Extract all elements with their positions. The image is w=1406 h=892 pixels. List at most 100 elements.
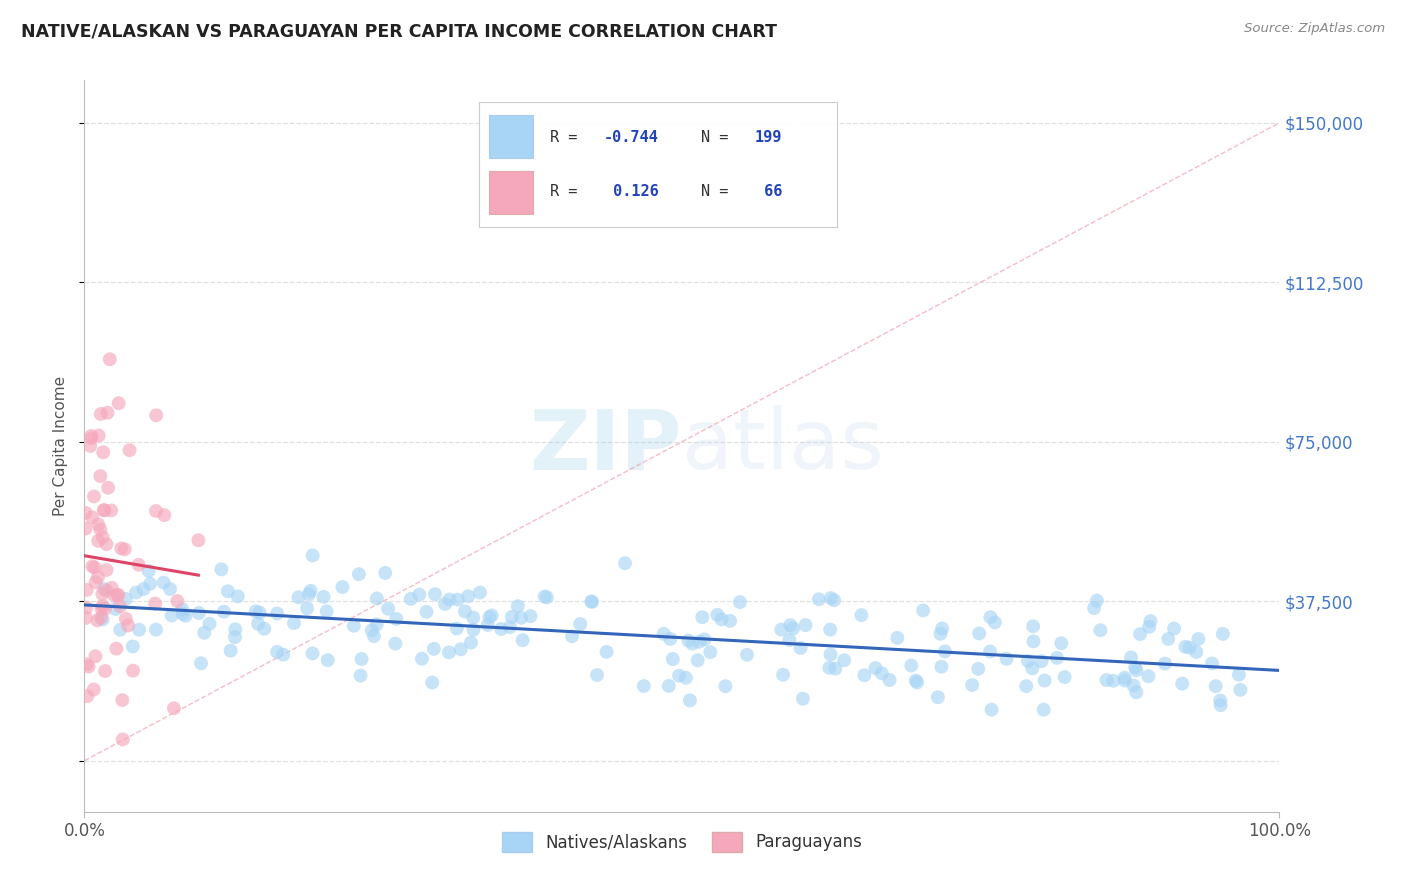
Point bbox=[174, 608, 197, 623]
Point bbox=[82, 510, 104, 524]
Text: Source: ZipAtlas.com: Source: ZipAtlas.com bbox=[1244, 22, 1385, 36]
Point bbox=[675, 671, 697, 685]
Point bbox=[172, 602, 194, 616]
Point bbox=[245, 604, 267, 618]
Point bbox=[266, 645, 288, 659]
Point bbox=[219, 643, 242, 657]
Point bbox=[824, 662, 846, 676]
Point bbox=[96, 563, 118, 577]
Point bbox=[595, 645, 617, 659]
Point bbox=[89, 523, 111, 537]
Point bbox=[96, 406, 118, 420]
Point bbox=[209, 562, 232, 576]
Point bbox=[1085, 593, 1108, 607]
Point bbox=[499, 620, 522, 634]
Point bbox=[679, 693, 702, 707]
Point bbox=[350, 652, 373, 666]
Point bbox=[934, 644, 956, 658]
Point bbox=[301, 647, 323, 661]
Point bbox=[91, 587, 114, 601]
Point bbox=[118, 443, 141, 458]
Point bbox=[905, 675, 928, 690]
Point bbox=[198, 616, 221, 631]
Point bbox=[561, 629, 583, 643]
Point bbox=[363, 629, 385, 643]
Point bbox=[76, 582, 98, 597]
Point bbox=[377, 601, 399, 615]
Point bbox=[187, 533, 209, 548]
Point bbox=[226, 590, 249, 604]
Point bbox=[658, 679, 681, 693]
Point bbox=[89, 469, 111, 483]
Point bbox=[586, 668, 609, 682]
Point bbox=[633, 679, 655, 693]
Point bbox=[468, 585, 491, 599]
Point bbox=[865, 661, 887, 675]
Point bbox=[143, 597, 166, 611]
Point bbox=[659, 632, 682, 646]
Point bbox=[979, 610, 1001, 624]
Point bbox=[886, 631, 908, 645]
Point bbox=[1033, 673, 1056, 688]
Point bbox=[536, 591, 558, 605]
Point bbox=[87, 517, 110, 532]
Point bbox=[1032, 703, 1054, 717]
Point bbox=[128, 623, 150, 637]
Point bbox=[779, 618, 801, 632]
Point bbox=[454, 604, 477, 618]
Point bbox=[374, 566, 396, 580]
Y-axis label: Per Capita Income: Per Capita Income bbox=[53, 376, 69, 516]
Point bbox=[1137, 620, 1160, 634]
Point bbox=[100, 503, 122, 517]
Point bbox=[366, 591, 388, 606]
Point bbox=[1174, 640, 1197, 654]
Point bbox=[94, 664, 117, 678]
Point bbox=[1102, 673, 1125, 688]
Point bbox=[1095, 673, 1118, 687]
Point bbox=[820, 591, 842, 605]
Point bbox=[266, 607, 288, 621]
Point bbox=[460, 635, 482, 649]
Point bbox=[75, 522, 97, 536]
Point bbox=[96, 583, 118, 598]
Point bbox=[457, 589, 479, 603]
Point bbox=[75, 600, 97, 615]
Point bbox=[823, 593, 845, 607]
Point bbox=[1137, 669, 1160, 683]
Point bbox=[463, 610, 485, 624]
Point bbox=[160, 608, 183, 623]
Point bbox=[93, 503, 115, 517]
Point bbox=[83, 490, 105, 504]
Point bbox=[315, 604, 337, 618]
Point bbox=[76, 689, 98, 703]
Point bbox=[706, 607, 728, 622]
Point bbox=[312, 590, 335, 604]
Point bbox=[84, 649, 107, 664]
Point bbox=[1209, 698, 1232, 713]
Point bbox=[1163, 622, 1185, 636]
Point bbox=[1139, 614, 1161, 628]
Point bbox=[510, 611, 533, 625]
Point bbox=[1212, 627, 1234, 641]
Point bbox=[87, 533, 110, 548]
Point bbox=[979, 644, 1001, 658]
Point bbox=[97, 481, 120, 495]
Point bbox=[489, 622, 512, 636]
Point bbox=[1053, 670, 1076, 684]
Point bbox=[153, 508, 176, 523]
Point bbox=[349, 668, 371, 682]
Point bbox=[80, 431, 103, 445]
Point bbox=[1083, 601, 1105, 615]
Point bbox=[718, 614, 741, 628]
Point bbox=[271, 648, 294, 662]
Point bbox=[117, 618, 139, 632]
Point bbox=[423, 587, 446, 601]
Point bbox=[253, 622, 276, 636]
Point bbox=[83, 682, 105, 697]
Point bbox=[107, 588, 129, 602]
Point bbox=[104, 602, 127, 616]
Point bbox=[105, 588, 128, 602]
Point bbox=[347, 567, 370, 582]
Point bbox=[929, 627, 952, 641]
Point bbox=[82, 559, 104, 574]
